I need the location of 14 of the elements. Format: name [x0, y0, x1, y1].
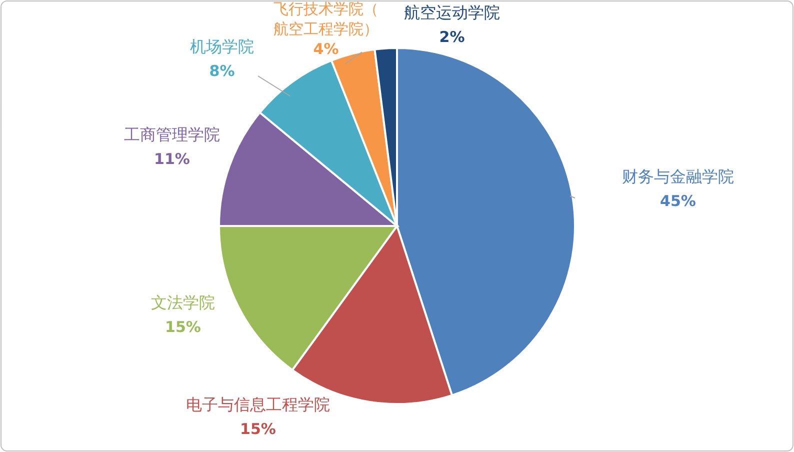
- slice-label: 电子与信息工程学院: [186, 395, 330, 414]
- data-label: 8%: [209, 62, 235, 80]
- data-label: 15%: [165, 318, 201, 336]
- slice-label: 财务与金融学院: [622, 167, 734, 186]
- slice-label: 文法学院: [151, 293, 215, 312]
- data-label: 11%: [154, 150, 190, 168]
- slice-label: 航空运动学院: [404, 3, 500, 22]
- data-label: 4%: [313, 40, 339, 58]
- data-label: 45%: [660, 192, 696, 210]
- data-label: 2%: [439, 28, 465, 46]
- slice-label: 机场学院: [190, 37, 254, 56]
- slice-label: 飞行技术学院（航空工程学院）: [274, 0, 378, 38]
- data-label: 15%: [240, 420, 276, 438]
- slice-label: 工商管理学院: [124, 125, 220, 144]
